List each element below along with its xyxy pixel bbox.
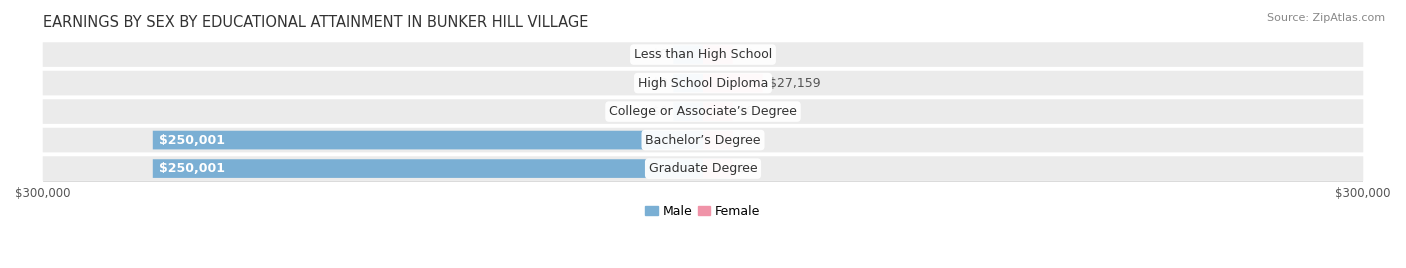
FancyBboxPatch shape <box>42 42 1364 67</box>
Text: $0: $0 <box>738 162 754 175</box>
Text: $250,001: $250,001 <box>159 162 225 175</box>
FancyBboxPatch shape <box>673 45 703 64</box>
Text: College or Associate’s Degree: College or Associate’s Degree <box>609 105 797 118</box>
Text: High School Diploma: High School Diploma <box>638 77 768 90</box>
Text: Bachelor’s Degree: Bachelor’s Degree <box>645 133 761 147</box>
FancyBboxPatch shape <box>703 74 763 92</box>
Text: $27,159: $27,159 <box>769 77 821 90</box>
FancyBboxPatch shape <box>153 131 703 149</box>
Text: $0: $0 <box>652 105 668 118</box>
Text: Source: ZipAtlas.com: Source: ZipAtlas.com <box>1267 13 1385 23</box>
FancyBboxPatch shape <box>673 102 703 121</box>
FancyBboxPatch shape <box>42 128 1364 152</box>
Text: $0: $0 <box>738 48 754 61</box>
Legend: Male, Female: Male, Female <box>641 200 765 223</box>
Text: Graduate Degree: Graduate Degree <box>648 162 758 175</box>
FancyBboxPatch shape <box>703 131 733 149</box>
Text: EARNINGS BY SEX BY EDUCATIONAL ATTAINMENT IN BUNKER HILL VILLAGE: EARNINGS BY SEX BY EDUCATIONAL ATTAINMEN… <box>42 15 588 30</box>
Text: $0: $0 <box>738 105 754 118</box>
Text: Less than High School: Less than High School <box>634 48 772 61</box>
FancyBboxPatch shape <box>42 71 1364 95</box>
FancyBboxPatch shape <box>673 74 703 92</box>
FancyBboxPatch shape <box>153 159 703 178</box>
Text: $250,001: $250,001 <box>159 133 225 147</box>
FancyBboxPatch shape <box>42 99 1364 124</box>
FancyBboxPatch shape <box>703 102 733 121</box>
Text: $0: $0 <box>652 48 668 61</box>
Text: $0: $0 <box>652 77 668 90</box>
FancyBboxPatch shape <box>703 45 733 64</box>
FancyBboxPatch shape <box>42 156 1364 181</box>
FancyBboxPatch shape <box>703 159 733 178</box>
Text: $0: $0 <box>738 133 754 147</box>
